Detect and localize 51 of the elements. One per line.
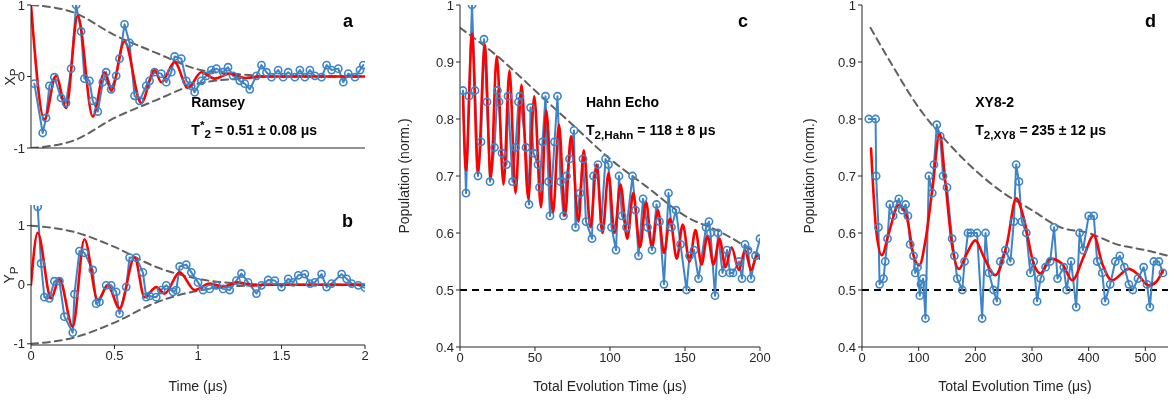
annotation: Ramsey bbox=[191, 93, 246, 110]
y-tick-label: 1 bbox=[446, 0, 454, 13]
y-tick-label: 0.4 bbox=[435, 339, 454, 355]
annotation: d bbox=[1145, 11, 1156, 32]
x-tick-label: 1.5 bbox=[272, 348, 291, 364]
y-tick-label: 0.8 bbox=[435, 111, 454, 127]
y-tick-label: 1 bbox=[848, 0, 856, 13]
y-tick-label: 0.5 bbox=[435, 282, 454, 298]
y-tick-label: 0.9 bbox=[435, 54, 454, 70]
annotation: T$_{2,XY8}$ = 235 ± 12 μs bbox=[975, 121, 1107, 141]
x-tick-label: 0.5 bbox=[105, 348, 124, 364]
x-tick-label: 50 bbox=[527, 350, 543, 366]
annotation: b bbox=[342, 211, 353, 232]
annotation: T$_{2,Hahn}$ = 118 ± 8 μs bbox=[586, 121, 716, 141]
x-tick-label: 0 bbox=[456, 350, 464, 366]
y-tick-label: 0.6 bbox=[837, 225, 856, 241]
x-tick-label: 100 bbox=[599, 350, 621, 366]
annotation: c bbox=[737, 11, 748, 32]
x-tick-label: 150 bbox=[674, 350, 696, 366]
x-tick-label: 1 bbox=[194, 348, 202, 364]
x-axis-title: Total Evolution Time (μs) bbox=[937, 378, 1093, 394]
x-tick-label: 500 bbox=[1134, 350, 1157, 366]
y-tick-label: 0.8 bbox=[837, 111, 856, 127]
y-tick-label: 0 bbox=[17, 277, 25, 293]
annotation: XY8-2 bbox=[975, 93, 1015, 110]
x-axis-title: Total Evolution Time (μs) bbox=[532, 378, 688, 394]
y-tick-label: 0 bbox=[17, 69, 25, 85]
y-tick-label: 1 bbox=[17, 0, 25, 13]
annotation: a bbox=[342, 11, 353, 32]
y-tick-label: 1 bbox=[17, 218, 25, 234]
y-tick-label: -1 bbox=[13, 140, 25, 156]
y-axis-title: Population (norm.) bbox=[800, 117, 818, 236]
y-axis-title: Population (norm.) bbox=[395, 117, 413, 236]
y-tick-label: 0.7 bbox=[435, 168, 454, 184]
y-tick-label: 0.5 bbox=[837, 282, 856, 298]
annotation: Hahn Echo bbox=[586, 93, 660, 110]
y-tick-label: 0.7 bbox=[837, 168, 856, 184]
x-tick-label: 300 bbox=[1021, 350, 1043, 366]
y-tick-label: 0.4 bbox=[837, 339, 856, 355]
x-tick-label: 400 bbox=[1077, 350, 1100, 366]
y-tick-label: 0.6 bbox=[435, 225, 454, 241]
y-tick-label: 0.9 bbox=[837, 54, 856, 70]
x-tick-label: 200 bbox=[964, 350, 987, 366]
x-tick-label: 2 bbox=[361, 348, 369, 364]
x-tick-label: 100 bbox=[907, 350, 930, 366]
y-tick-label: -1 bbox=[13, 336, 25, 352]
x-tick-label: 200 bbox=[749, 350, 771, 366]
x-tick-label: 0 bbox=[858, 350, 866, 366]
annotation: T$^{*}$$_{2}$ = 0.51 ± 0.08 μs bbox=[191, 117, 318, 141]
x-axis-title: Time (μs) bbox=[167, 378, 229, 394]
x-tick-label: 0 bbox=[27, 348, 35, 364]
